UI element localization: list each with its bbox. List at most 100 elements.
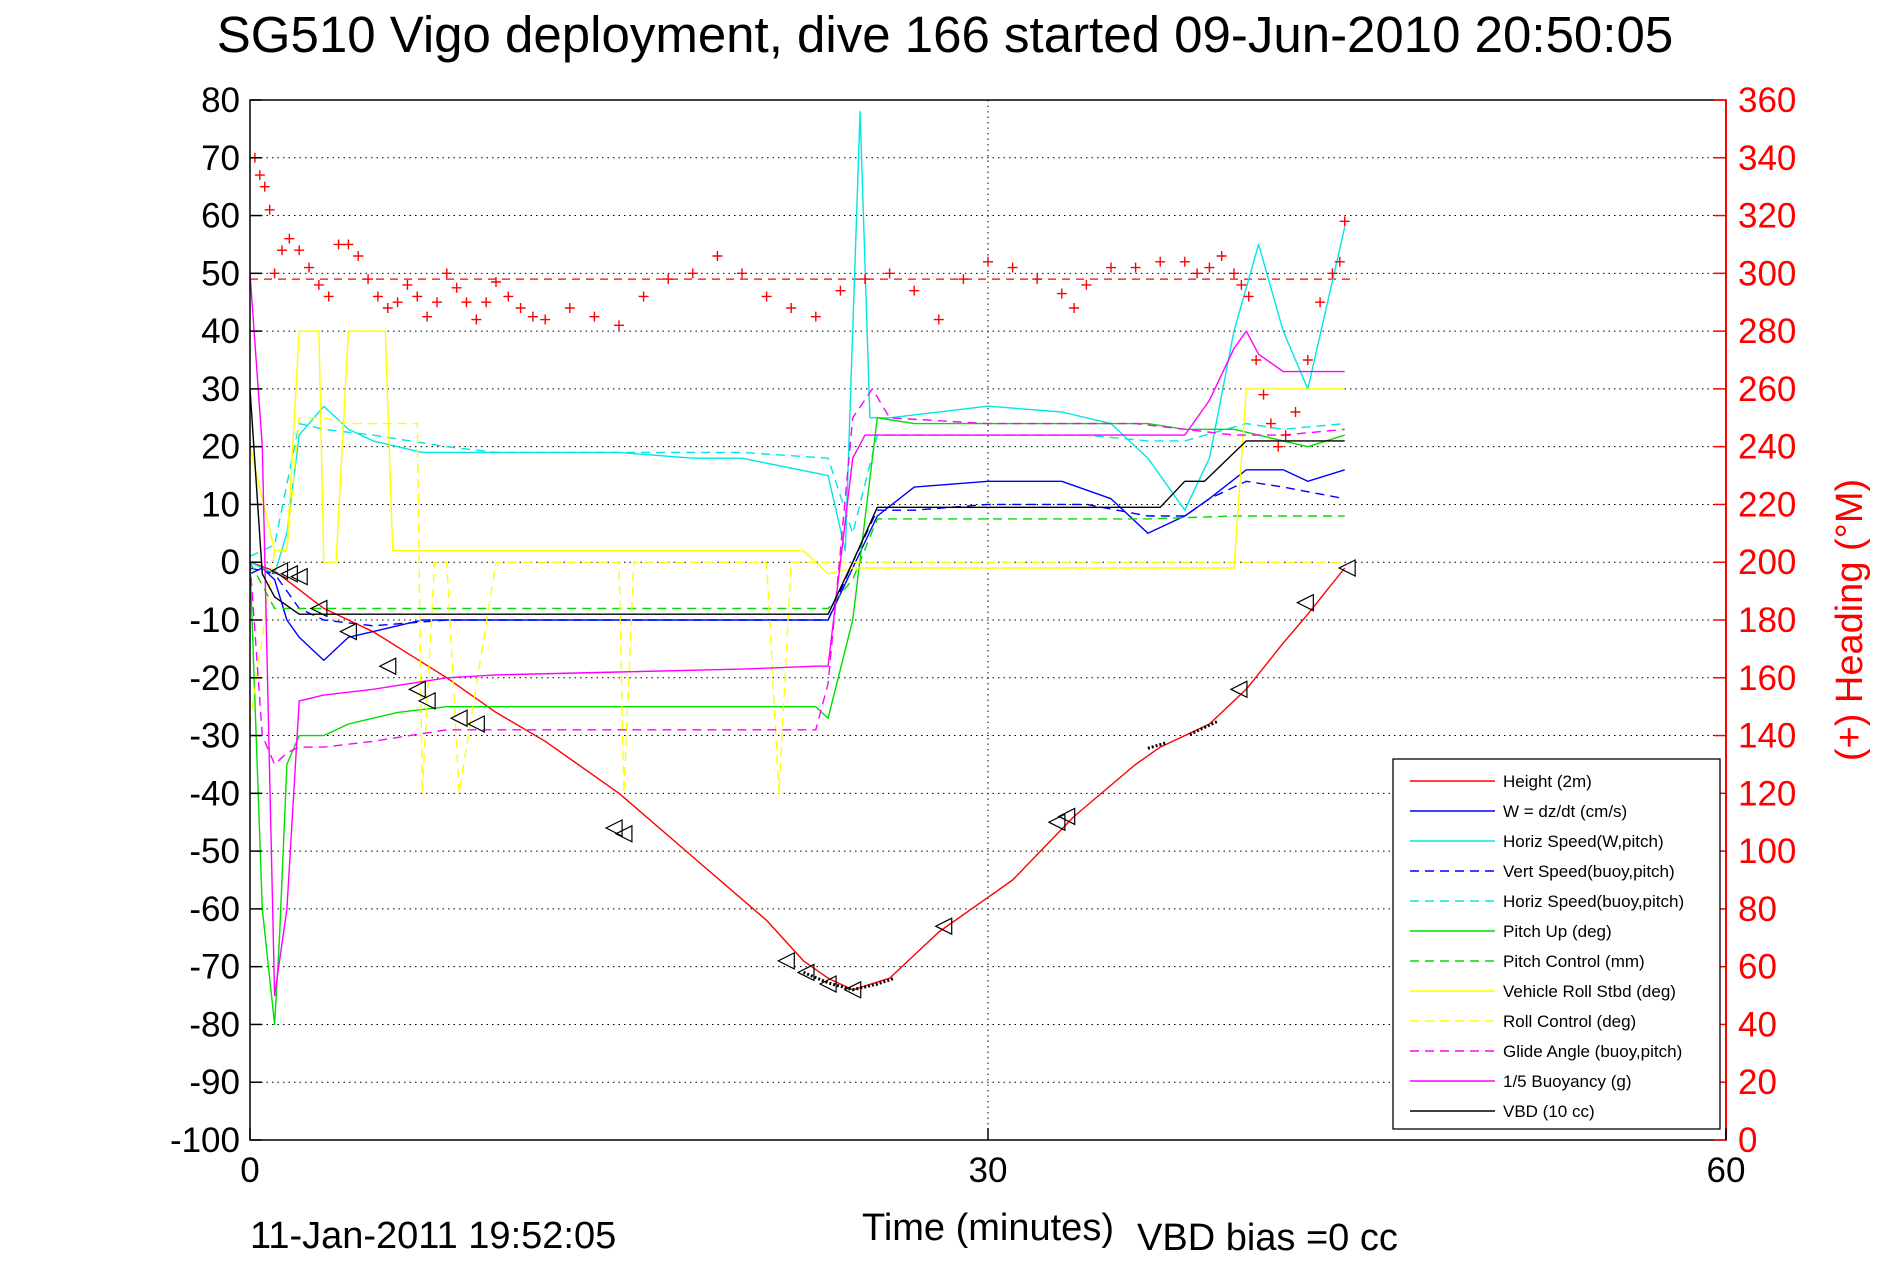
heading-point: [451, 282, 462, 293]
x-tick-label: 60: [1707, 1151, 1746, 1190]
series-w-dz-dt-cm-s: [250, 469, 1345, 662]
heading-point: [1339, 216, 1350, 227]
y-tick-label: 30: [201, 370, 240, 409]
legend-label: Vehicle Roll Stbd (deg): [1503, 982, 1676, 1001]
height-sample-segment: [1189, 720, 1218, 736]
heading-point: [1032, 274, 1043, 285]
heading-point: [540, 314, 551, 325]
triangle-marker: [1057, 807, 1076, 826]
triangle-marker: [449, 709, 468, 728]
heading-point: [1204, 262, 1215, 273]
heading-point: [1334, 256, 1345, 267]
y-tick-label: -50: [189, 832, 240, 871]
heading-point: [958, 274, 969, 285]
heading-point: [284, 233, 295, 244]
heading-point: [1106, 262, 1116, 273]
triangle-marker: [934, 917, 953, 936]
heading-point: [810, 311, 821, 322]
legend-label: 1/5 Buoyancy (g): [1503, 1072, 1632, 1091]
heading-point: [431, 297, 442, 308]
y2-tick-label: 240: [1738, 428, 1796, 467]
y2-tick-label: 160: [1738, 659, 1796, 698]
y2-tick-label: 280: [1738, 312, 1796, 351]
y-tick-label: -10: [189, 601, 240, 640]
heading-point: [1056, 288, 1067, 299]
legend-label: Roll Control (deg): [1503, 1012, 1636, 1031]
y2-tick-label: 80: [1738, 890, 1777, 929]
heading-point: [333, 239, 344, 250]
heading-point: [353, 251, 364, 261]
heading-point: [1179, 256, 1190, 267]
y-tick-label: 10: [201, 485, 240, 524]
legend-label: Glide Angle (buoy,pitch): [1503, 1042, 1682, 1061]
triangle-marker: [796, 963, 815, 982]
triangle-marker: [1229, 680, 1248, 699]
y2-tick-label: 140: [1738, 717, 1796, 756]
x-tick-label: 0: [240, 1151, 259, 1190]
y-tick-label: -40: [189, 774, 240, 813]
y-tick-label: -100: [170, 1121, 240, 1160]
chart-title: SG510 Vigo deployment, dive 166 started …: [217, 6, 1673, 63]
triangle-marker: [309, 599, 328, 618]
x-axis-label: Time (minutes): [862, 1207, 1114, 1249]
legend-label: Horiz Speed(W,pitch): [1503, 832, 1664, 851]
heading-point: [461, 297, 472, 308]
heading-point: [254, 170, 265, 181]
legend-label: Horiz Speed(buoy,pitch): [1503, 892, 1684, 911]
y2-tick-label: 180: [1738, 601, 1796, 640]
y-tick-label: -70: [189, 948, 240, 987]
axes: 80706050403020100-10-20-30-40-50-60-70-8…: [170, 81, 1796, 1190]
y-tick-label: 60: [201, 197, 240, 236]
y-tick-label: 70: [201, 139, 240, 178]
heading-point: [503, 291, 514, 302]
heading-point: [1280, 430, 1291, 441]
legend-label: W = dz/dt (cm/s): [1503, 802, 1627, 821]
heading-point: [933, 314, 944, 325]
legend-label: Pitch Up (deg): [1503, 922, 1612, 941]
heading-point: [1315, 297, 1326, 308]
y-tick-label: -60: [189, 890, 240, 929]
y2-tick-label: 340: [1738, 139, 1796, 178]
footer-vbd-bias: VBD bias =0 cc: [1137, 1217, 1398, 1259]
triangle-marker: [776, 951, 795, 970]
triangle-marker: [466, 715, 485, 733]
series-layer: [250, 110, 1357, 1026]
series-pitch-control-mm: [250, 515, 1345, 610]
heading-point: [1265, 418, 1276, 429]
y2-tick-label: 0: [1738, 1121, 1757, 1160]
triangle-marker: [843, 980, 862, 999]
heading-point: [264, 204, 275, 215]
heading-point: [1192, 268, 1203, 279]
height-sample-segment: [1147, 741, 1166, 750]
triangle-marker: [378, 657, 397, 676]
triangle-marker: [339, 622, 357, 641]
heading-point: [909, 285, 920, 296]
triangle-marker: [614, 824, 633, 843]
heading-point: [1081, 279, 1092, 290]
y-tick-label: 40: [201, 312, 240, 351]
heading-point: [1243, 291, 1254, 302]
y-tick-label: -30: [189, 717, 240, 756]
heading-point: [614, 320, 624, 331]
heading-point: [835, 285, 846, 296]
heading-point: [761, 291, 772, 302]
heading-point: [515, 303, 526, 313]
heading-point: [737, 268, 747, 279]
heading-point: [382, 303, 393, 313]
y2-tick-label: 360: [1738, 81, 1796, 120]
x-tick-label: 30: [969, 1151, 1008, 1190]
heading-point: [1229, 268, 1239, 279]
series-vbd-10-cc: [250, 388, 1345, 615]
triangle-marker: [407, 680, 426, 699]
series-horiz-speed-w-pitch: [250, 110, 1346, 575]
y2-tick-label: 20: [1738, 1063, 1777, 1102]
heading-point: [259, 181, 270, 192]
y-tick-label: 0: [221, 543, 240, 582]
y-tick-label: 20: [201, 428, 240, 467]
heading-point: [712, 251, 723, 261]
triangle-marker: [1337, 559, 1356, 577]
heading-point: [491, 277, 501, 287]
heading-point: [1302, 355, 1313, 365]
y2-tick-label: 300: [1738, 254, 1796, 293]
